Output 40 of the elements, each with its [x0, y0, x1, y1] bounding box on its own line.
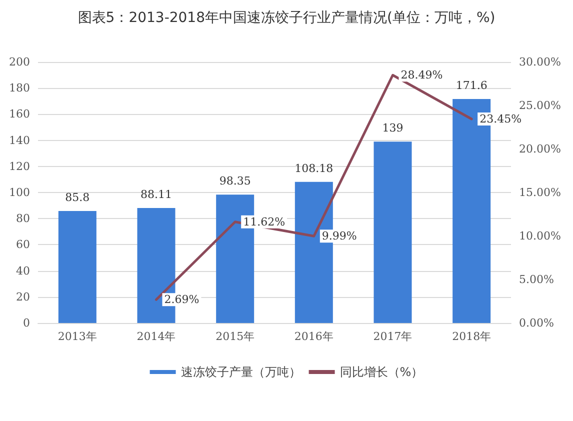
x-tick-label: 2016年 — [294, 330, 334, 343]
data-label: 23.45% — [480, 112, 522, 126]
y2-tick-label: 15.00% — [519, 186, 561, 199]
y2-tick-label: 0.00% — [519, 316, 554, 330]
x-tick-label: 2017年 — [373, 330, 412, 343]
y-tick-label: 20 — [16, 290, 30, 304]
x-tick-label: 2015年 — [216, 330, 255, 343]
y-tick-label: 120 — [9, 160, 30, 173]
y-tick-label: 140 — [9, 134, 30, 147]
y-tick-label: 200 — [9, 56, 30, 68]
data-label: 85.8 — [65, 191, 90, 204]
y-tick-label: 0 — [23, 316, 30, 330]
x-tick-label: 2014年 — [136, 330, 176, 343]
y2-tick-label: 25.00% — [519, 99, 561, 112]
y2-tick-label: 30.00% — [519, 56, 561, 68]
y-tick-label: 160 — [9, 108, 30, 121]
x-tick-label: 2013年 — [58, 330, 97, 343]
y-tick-label: 80 — [16, 212, 30, 226]
data-label: 139 — [382, 122, 404, 135]
data-label: 9.99% — [322, 230, 357, 243]
data-label: 11.62% — [243, 215, 286, 228]
data-label: 171.6 — [456, 79, 488, 92]
data-label: 28.49% — [400, 68, 443, 82]
data-label: 88.11 — [140, 188, 172, 202]
y-tick-label: 100 — [9, 186, 30, 199]
y-tick-label: 60 — [16, 238, 30, 252]
y-tick-label: 40 — [16, 264, 30, 278]
data-label: 2.69% — [164, 293, 200, 306]
legend-label: 同比增长（%） — [340, 365, 424, 379]
y2-tick-label: 5.00% — [519, 273, 554, 286]
chart-title: 图表5：2013-2018年中国速冻饺子行业产量情况(单位：万吨，%) — [78, 10, 496, 26]
x-tick-label: 2018年 — [452, 330, 492, 343]
y2-tick-label: 10.00% — [519, 230, 561, 242]
bar — [58, 211, 96, 323]
data-label: 108.18 — [294, 162, 334, 175]
y2-tick-label: 20.00% — [519, 142, 561, 156]
bar — [374, 142, 412, 323]
y-tick-label: 180 — [9, 82, 30, 95]
data-label: 98.35 — [219, 174, 251, 188]
legend-label: 速冻饺子产量（万吨） — [180, 365, 301, 379]
